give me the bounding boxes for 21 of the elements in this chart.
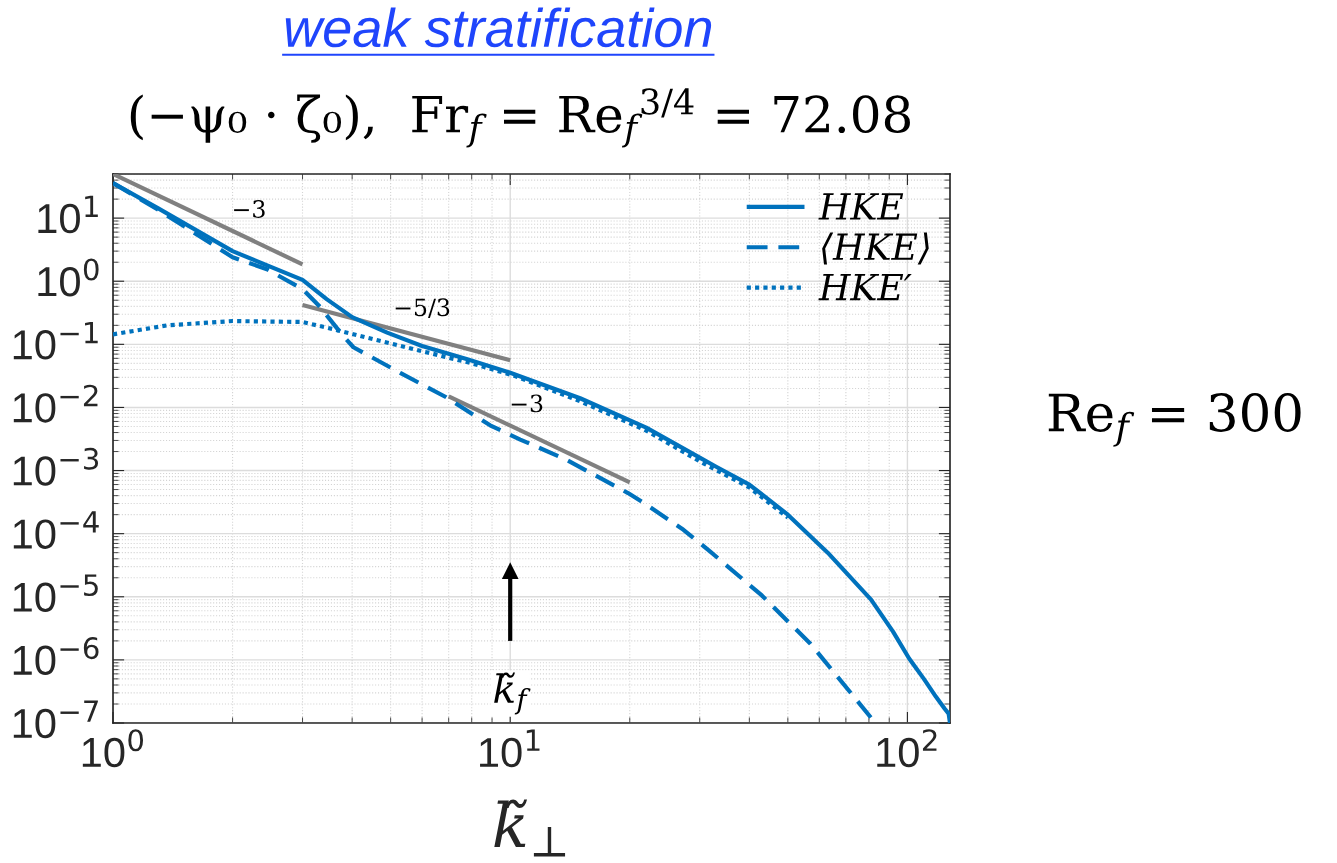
legend-label: HKE <box>818 193 904 220</box>
x-axis-title: k̃$_{⊥}$ <box>494 799 566 857</box>
y-tick-label: 10$^{0}$ <box>38 258 99 297</box>
y-tick-label: 10$^{−4}$ <box>13 511 99 549</box>
y-tick-label: 10$^{−5}$ <box>13 574 98 612</box>
annotation: −3 <box>234 200 265 218</box>
y-tick-label: 10$^{−1}$ <box>13 321 98 360</box>
y-tick-label: 10$^{−2}$ <box>13 384 98 423</box>
annotation: k̃$_{f}$ <box>494 672 531 715</box>
text: Re$_{f}$ = 300 <box>1048 393 1301 447</box>
y-tick-label: 10$^{−6}$ <box>13 637 99 676</box>
chart-subtitle: (−ψ₀ · ζ₀), Fr$_{f}$ = Re$_{f}$$^{3/4}$ = 72.08 <box>130 88 910 148</box>
annotation: −5/3 <box>395 298 450 319</box>
x-tick-label: 10$^{2}$ <box>877 729 937 768</box>
y-tick-label: 10$^{−3}$ <box>13 447 99 486</box>
chart-title: weak stratification <box>285 7 712 48</box>
x-tick-label: 10$^{1}$ <box>480 729 540 768</box>
legend-label: HKE′ <box>818 273 912 301</box>
legend-label: ⟨HKE⟩ <box>822 232 929 265</box>
y-tick-label: 10$^{1}$ <box>38 195 98 234</box>
annotation: −3 <box>511 394 543 413</box>
